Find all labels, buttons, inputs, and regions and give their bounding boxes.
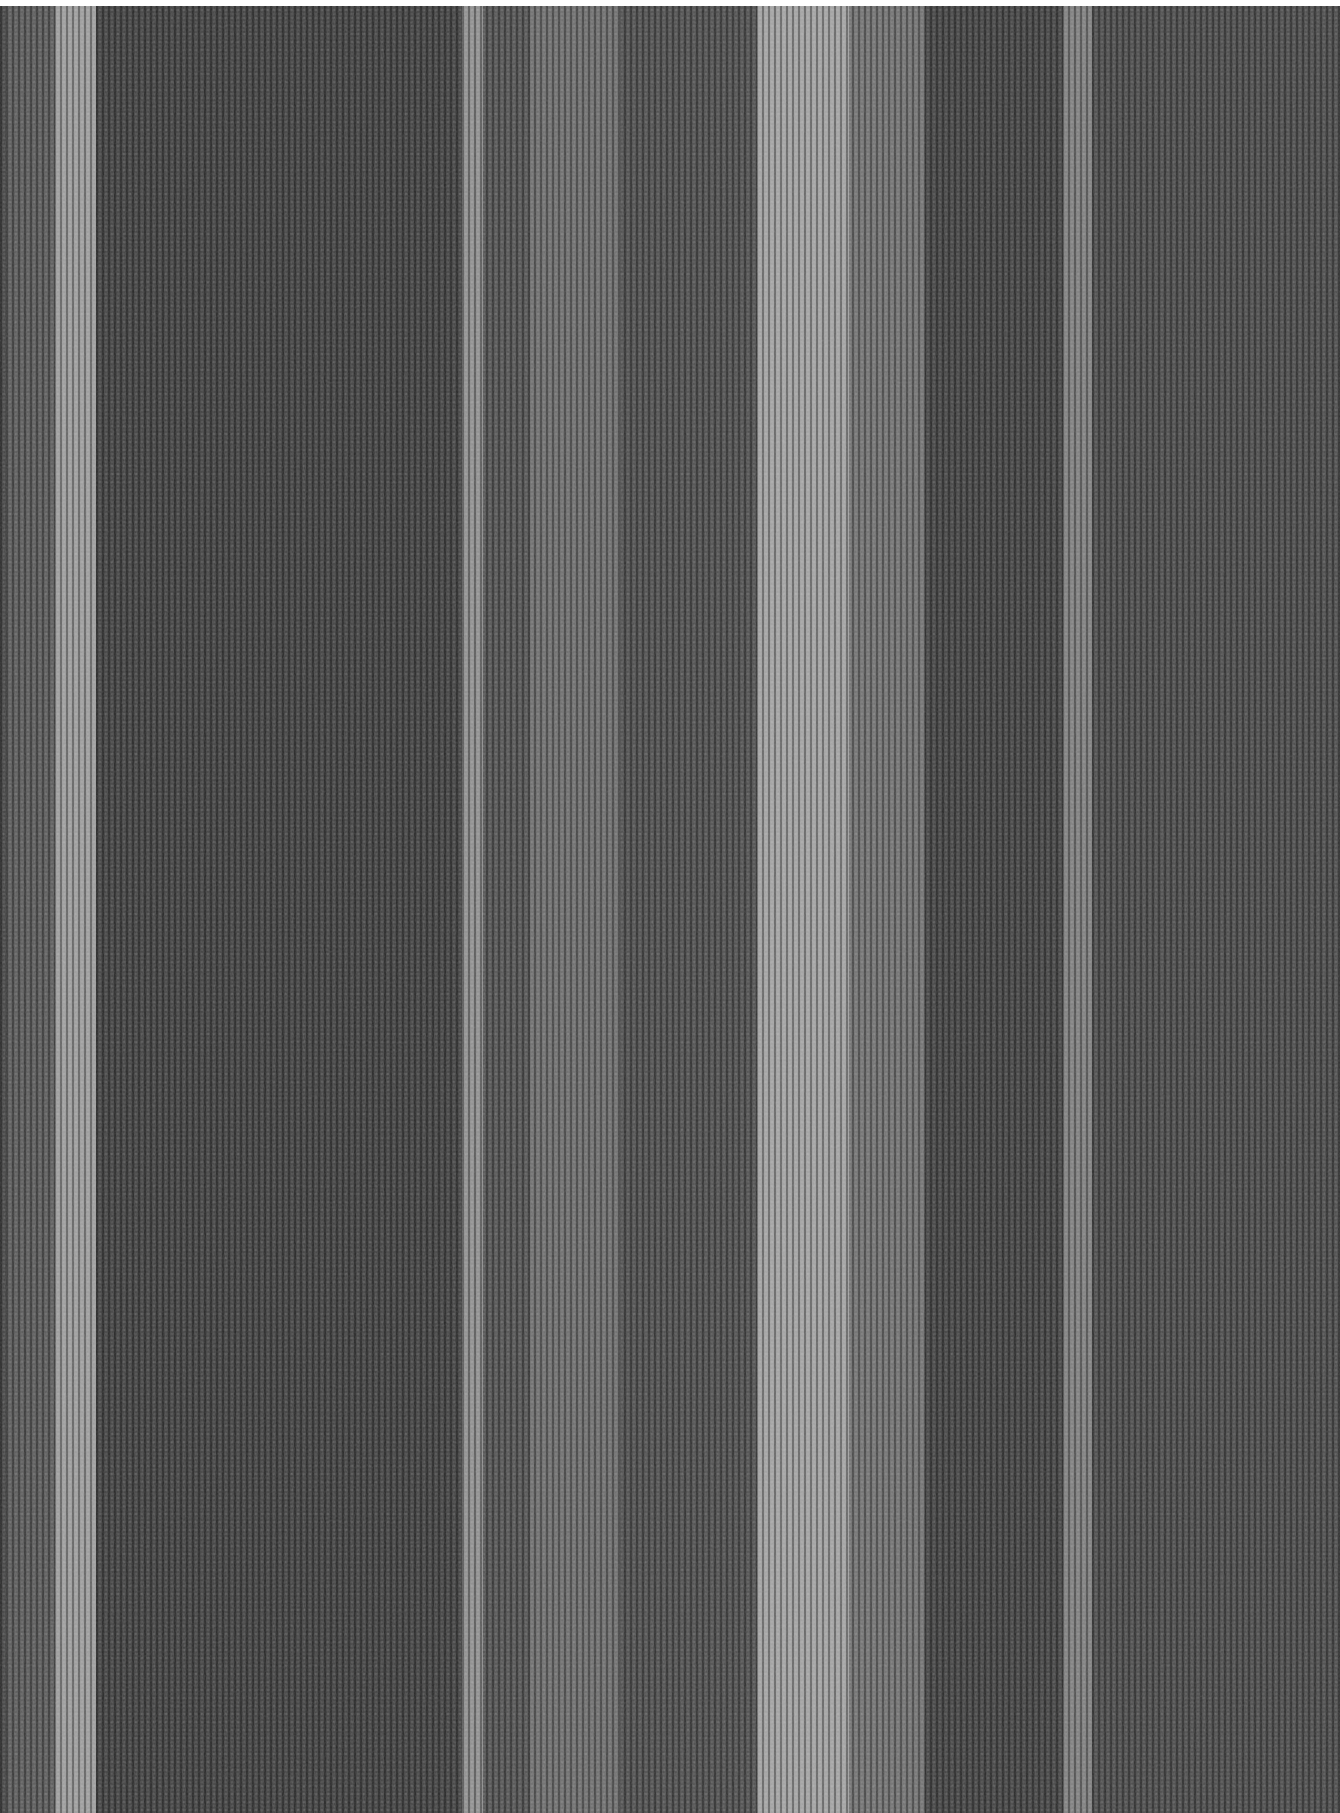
noise-texture: [0, 6, 1340, 1813]
top-margin: [0, 0, 1340, 6]
